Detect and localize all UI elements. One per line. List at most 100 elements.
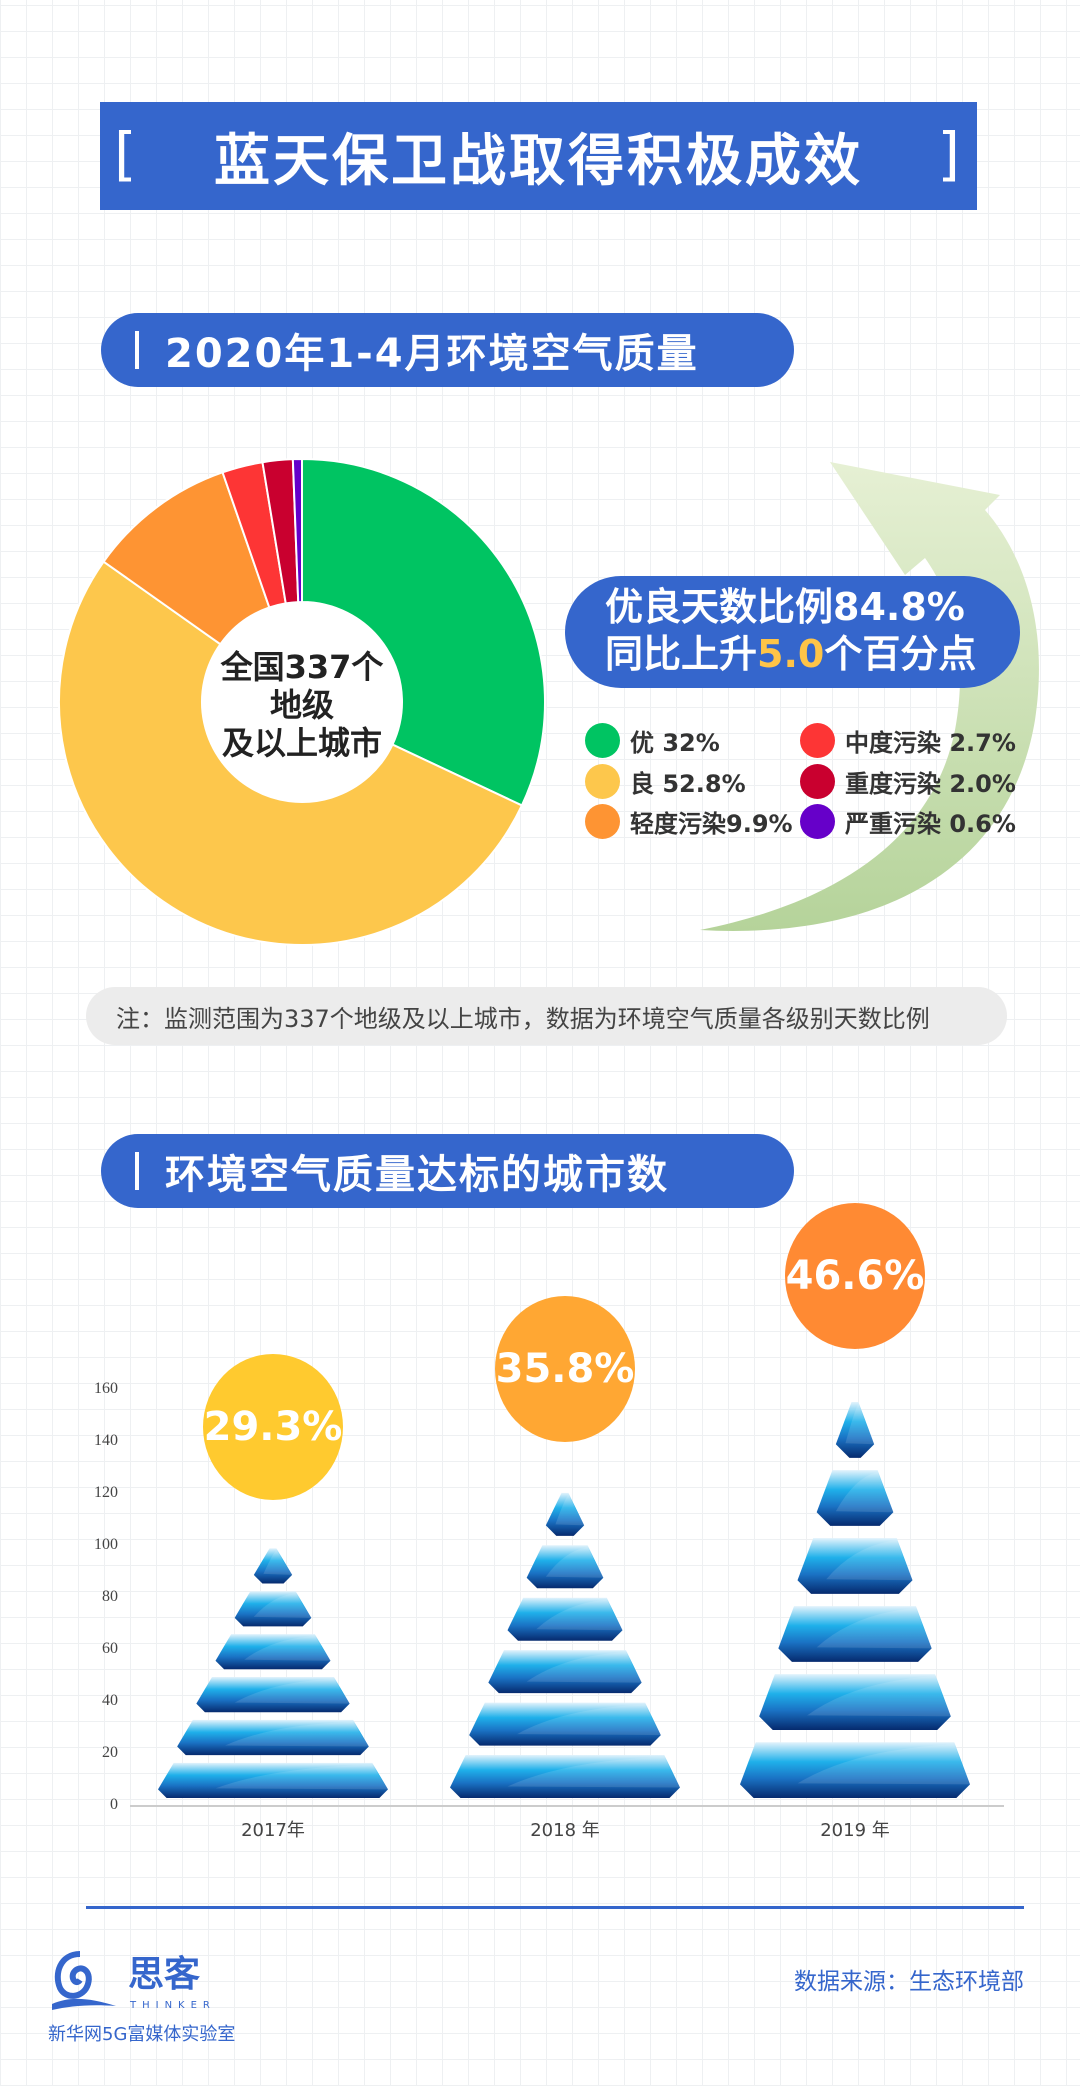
pyramid-layer: [196, 1677, 350, 1713]
pyramid-highlight: [517, 1704, 661, 1736]
callout-line1: 优良天数比例84.8%: [605, 585, 965, 629]
y-tick-label: 160: [94, 1380, 118, 1397]
legend-label: 重度污染 2.0%: [845, 770, 1016, 798]
highlight-value: 5.0: [757, 632, 825, 676]
pyramid-layer: [835, 1402, 875, 1458]
divider: [135, 331, 139, 369]
divider: [135, 1152, 139, 1190]
x-tick-label: 2019 年: [820, 1820, 890, 1841]
pyramid-layer: [740, 1742, 970, 1798]
pyramid-layer: [816, 1470, 894, 1526]
pyramid-highlight: [526, 1652, 642, 1683]
legend-dot-icon: [800, 764, 835, 799]
footer-divider: [86, 1906, 1024, 1909]
legend-label: 严重污染 0.6%: [845, 810, 1016, 838]
bracket-left: [: [114, 120, 140, 188]
section-header-air-quality: 2020年1-4月环境空气质量: [101, 313, 794, 387]
legend-dot-icon: [585, 804, 620, 839]
pyramid-highlight: [244, 1636, 331, 1661]
pyramid-layer: [507, 1597, 623, 1641]
y-tick-label: 20: [102, 1744, 118, 1761]
pyramid-layer: [797, 1538, 913, 1594]
percent-bubble: 29.3%: [203, 1353, 343, 1500]
pyramid-highlight: [507, 1757, 680, 1788]
percent-bubble: 46.6%: [785, 1202, 925, 1349]
center-line: 及以上城市: [221, 724, 382, 762]
pyramid-highlight: [816, 1608, 932, 1649]
y-tick-label: 120: [94, 1484, 118, 1501]
pyramid-layer: [215, 1634, 331, 1670]
section-title: 2020年1-4月环境空气质量: [165, 331, 699, 377]
legend-dot-icon: [585, 723, 620, 758]
section-title: 环境空气质量达标的城市数: [165, 1152, 669, 1198]
y-tick-label: 140: [94, 1432, 118, 1449]
page-title: 蓝天保卫战取得积极成效: [214, 128, 863, 194]
donut-center-label: 全国337个 地级 及以上城市: [192, 648, 412, 762]
percent-bubble: 35.8%: [495, 1296, 635, 1443]
pyramid-bar-2017年: [158, 1548, 388, 1798]
donut-hole: [202, 602, 402, 802]
pyramid-highlight: [263, 1550, 293, 1575]
pyramid-layer: [450, 1755, 680, 1798]
pyramid-highlight: [826, 1540, 913, 1581]
pyramid-layer: [469, 1702, 661, 1746]
y-tick-label: 0: [110, 1796, 118, 1813]
pyramid-layer: [253, 1548, 293, 1584]
legend-label: 优 32%: [630, 729, 720, 757]
legend-item: 重度污染 2.0%: [800, 764, 1016, 799]
org-name: 新华网5G富媒体实验室: [48, 2024, 236, 2045]
y-tick-label: 100: [94, 1536, 118, 1553]
text: 个百分点: [824, 632, 977, 676]
pyramid-highlight: [845, 1404, 875, 1445]
bracket-right: ]: [937, 120, 963, 188]
pyramid-layer: [526, 1545, 604, 1589]
legend-dot-icon: [585, 764, 620, 799]
legend-item: 轻度污染9.9%: [585, 804, 793, 839]
center-line: 地级: [269, 686, 334, 724]
legend-dot-icon: [800, 723, 835, 758]
legend-item: 中度污染 2.7%: [800, 723, 1016, 758]
pyramid-layer: [545, 1492, 585, 1536]
pyramid-highlight: [835, 1472, 894, 1513]
pyramid-bar-2018 年: [450, 1492, 680, 1798]
x-tick-label: 2017年: [241, 1820, 305, 1841]
pyramid-highlight: [807, 1676, 951, 1717]
legend-dot-icon: [800, 804, 835, 839]
donut-chart: [58, 457, 546, 946]
svg-text:思客: 思客: [128, 1953, 200, 1995]
pyramid-highlight: [555, 1494, 585, 1526]
pyramid-bar-2019 年: [740, 1402, 970, 1798]
x-tick-label: 2018 年: [530, 1820, 600, 1841]
pyramid-layer: [177, 1719, 369, 1756]
note: 注：监测范围为337个地级及以上城市，数据为环境空气质量各级别天数比例: [86, 987, 1007, 1045]
center-line: 全国337个: [220, 648, 384, 686]
pyramid-highlight: [234, 1679, 350, 1704]
callout-good-days: 优良天数比例84.8% 同比上升5.0个百分点: [565, 576, 1020, 688]
page-title-banner: [ 蓝天保卫战取得积极成效 ]: [100, 102, 977, 210]
section-header-cities: 环境空气质量达标的城市数: [101, 1134, 794, 1208]
data-source: 数据来源：生态环境部: [794, 1969, 1024, 1995]
legend-label: 中度污染 2.7%: [845, 729, 1016, 757]
pyramid-highlight: [536, 1599, 623, 1631]
pyramid-layer: [234, 1591, 312, 1627]
legend-label: 轻度污染9.9%: [630, 810, 793, 838]
thinker-logo: 思客 THINKER: [52, 1951, 216, 2011]
callout-line2: 同比上升5.0个百分点: [605, 631, 1020, 678]
pyramid-highlight: [225, 1721, 369, 1747]
pyramid-highlight: [253, 1593, 312, 1618]
legend-item: 良 52.8%: [585, 764, 746, 799]
pyramid-layer: [158, 1762, 388, 1798]
pyramid-layer: [488, 1650, 642, 1694]
legend-item: 优 32%: [585, 723, 720, 758]
pyramid-highlight: [545, 1547, 604, 1578]
y-tick-label: 60: [102, 1640, 118, 1657]
pyramid-layer: [778, 1606, 932, 1662]
svg-text:THINKER: THINKER: [129, 2000, 216, 2011]
y-tick-label: 40: [102, 1692, 118, 1709]
pyramid-layer: [759, 1674, 951, 1730]
pyramid-highlight: [797, 1744, 970, 1785]
legend-item: 严重污染 0.6%: [800, 804, 1016, 839]
y-tick-label: 80: [102, 1588, 118, 1605]
pyramid-highlight: [215, 1764, 388, 1790]
